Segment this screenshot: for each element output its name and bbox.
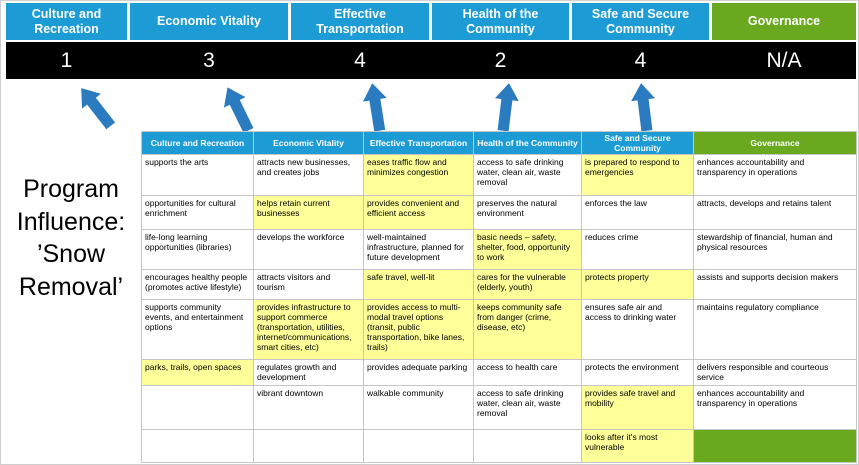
matrix-cell: attracts new businesses, and creates job… (254, 155, 364, 197)
matrix-cell: access to safe drinking water, clean air… (474, 155, 582, 197)
matrix-cell: encourages healthy people (promotes acti… (142, 270, 254, 301)
matrix-header: Health of the Community (474, 132, 582, 156)
matrix-header: Effective Transportation (364, 132, 474, 156)
matrix-cell: enhances accountability and transparency… (694, 155, 857, 197)
title-line-3: ’Snow (36, 240, 106, 268)
category-header-4: Health of the Community (432, 3, 569, 40)
matrix-cell: eases traffic flow and minimizes congest… (364, 155, 474, 197)
matrix-cell: provides adequate parking (364, 360, 474, 387)
up-arrow-icon-5 (631, 83, 656, 132)
matrix-cell: delivers responsible and courteous servi… (694, 360, 857, 387)
matrix-cell: provides safe travel and mobility (582, 386, 694, 431)
matrix-header: Culture and Recreation (142, 132, 254, 156)
score-value-2: 3 (203, 48, 215, 72)
score-value-4: 2 (494, 48, 507, 72)
matrix-row: parks, trails, open spaces regulates grow… (142, 360, 857, 387)
up-arrow-icon-1 (81, 88, 116, 130)
matrix-row: vibrant downtown walkable community access… (142, 386, 857, 431)
matrix-cell: opportunities for cultural enrichment (142, 196, 254, 231)
matrix-cell: is prepared to respond to emergencies (582, 155, 694, 197)
category-header-3: Effective Transportation (291, 3, 429, 40)
category-header-5: Safe and Secure Community (572, 3, 709, 40)
matrix-cell: vibrant downtown (254, 386, 364, 431)
matrix-cell: provides access to multi-modal travel op… (364, 300, 474, 361)
matrix-cell: provides convenient and efficient access (364, 196, 474, 231)
matrix-cell: assists and supports decision makers (694, 270, 857, 301)
matrix-row: supports the arts attracts new businesses… (142, 155, 857, 197)
matrix-cell: attracts visitors and tourism (254, 270, 364, 301)
matrix-cell: access to safe drinking water, clean air… (474, 386, 582, 431)
matrix-row: encourages healthy people (promotes acti… (142, 270, 857, 301)
matrix-cell: regulates growth and development (254, 360, 364, 387)
category-header-1: Culture and Recreation (6, 3, 127, 40)
matrix-cell: maintains regulatory compliance (694, 300, 857, 361)
score-value-1: 1 (60, 48, 73, 72)
matrix-cell (142, 386, 254, 431)
matrix-cell: enforces the law (582, 196, 694, 231)
matrix-cell: develops the workforce (254, 230, 364, 271)
title-line-2: Influence: (16, 207, 126, 236)
matrix-row: opportunities for cultural enrichment hel… (142, 196, 857, 231)
category-header-row: Culture and Recreation Economic Vitality E… (6, 3, 856, 40)
matrix-cell: supports the arts (142, 155, 254, 197)
matrix-cell: protects property (582, 270, 694, 301)
matrix-cell (142, 430, 254, 464)
category-header-6: Governance (712, 3, 856, 40)
matrix-cell: cares for the vulnerable (elderly, youth… (474, 270, 582, 301)
matrix-row: life-long learning opportunities (librar… (142, 230, 857, 271)
matrix-cell: attracts, develops and retains talent (694, 196, 857, 231)
matrix-cell: supports community events, and entertain… (142, 300, 254, 361)
matrix-cell (474, 430, 582, 464)
matrix-row: looks after it's most vulnerable (142, 430, 857, 464)
title-line-1: Program (23, 175, 119, 203)
matrix-cell: helps retain current businesses (254, 196, 364, 231)
matrix-cell: ensures safe air and access to drinking … (582, 300, 694, 361)
matrix-cell: parks, trails, open spaces (142, 360, 254, 387)
score-value-6: N/A (766, 48, 802, 72)
matrix-row: supports community events, and entertain… (142, 300, 857, 361)
matrix-cell: life-long learning opportunities (librar… (142, 230, 254, 271)
matrix-cell: basic needs – safety, shelter, food, opp… (474, 230, 582, 271)
matrix-cell: preserves the natural environment (474, 196, 582, 231)
matrix-cell: protects the environment (582, 360, 694, 387)
matrix-cell: provides infrastructure to support comme… (254, 300, 364, 361)
matrix-cell: stewardship of financial, human and phys… (694, 230, 857, 271)
matrix-header: Governance (694, 132, 857, 156)
matrix-cell: safe travel, well-lit (364, 270, 474, 301)
title-line-4: Removal’ (18, 272, 124, 301)
matrix-header: Economic Vitality (254, 132, 364, 156)
up-arrow-icon-3 (362, 83, 387, 132)
influence-matrix: Culture and Recreation Economic Vitality E… (141, 131, 857, 464)
up-arrow-icon-2 (223, 87, 254, 133)
up-arrow-icon-4 (494, 83, 519, 132)
matrix-cell: looks after it's most vulnerable (582, 430, 694, 464)
matrix-cell: walkable community (364, 386, 474, 431)
matrix-header: Safe and Secure Community (582, 132, 694, 156)
score-value-5: 4 (634, 48, 647, 72)
matrix-cell: enhances accountability and transparency… (694, 386, 857, 431)
matrix-cell: access to health care (474, 360, 582, 387)
matrix-header-row: Culture and Recreation Economic Vitality E… (142, 132, 857, 156)
score-value-3: 4 (354, 48, 366, 72)
matrix-cell: reduces crime (582, 230, 694, 271)
matrix-cell: well-maintained infrastructure, planned … (364, 230, 474, 271)
slide-title: Program Influence: ’Snow Removal’ (1, 173, 141, 303)
matrix-cell (254, 430, 364, 464)
matrix-cell (694, 430, 857, 464)
category-header-2: Economic Vitality (130, 3, 288, 40)
matrix-cell (364, 430, 474, 464)
score-row: 1 3 4 2 4 N/A (6, 42, 856, 79)
matrix-cell: keeps community safe from danger (crime,… (474, 300, 582, 361)
